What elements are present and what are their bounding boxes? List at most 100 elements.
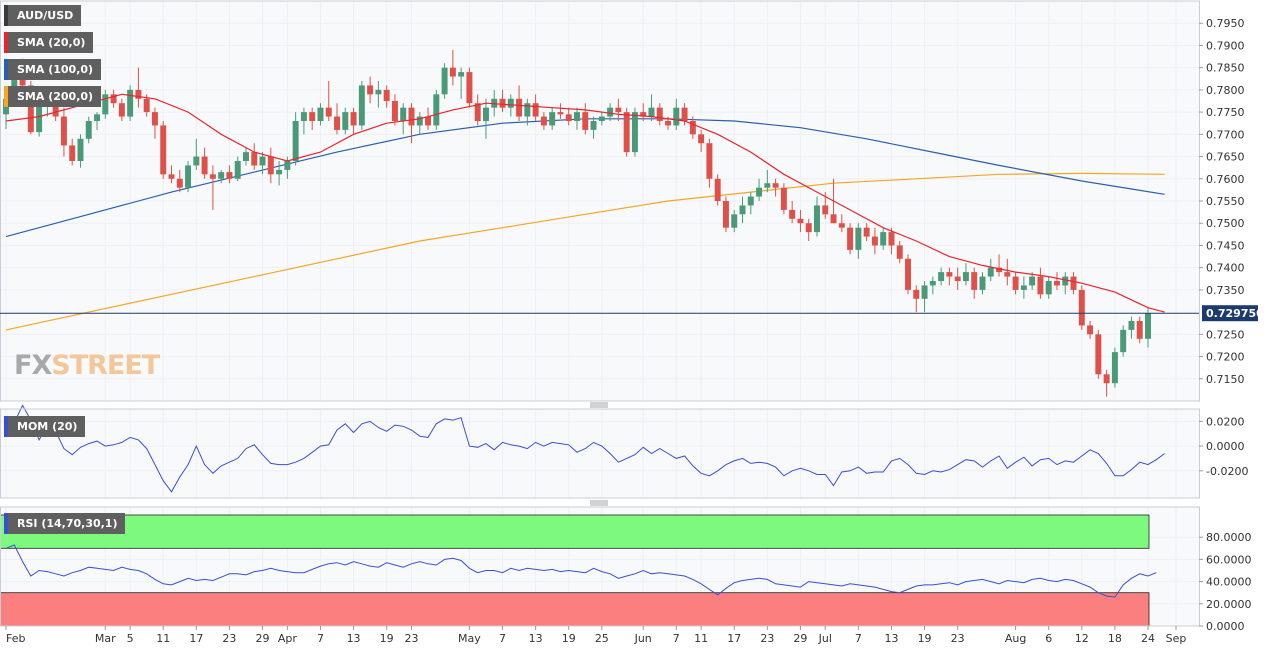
candle-body: [971, 272, 978, 290]
x-axis-labels: Feb Mar 5 11 17 23 29 Apr 7 13 19 23 May 7 13 19 25 Jun 7 1…: [5, 626, 1186, 645]
candle-body: [557, 112, 564, 115]
candle-body: [855, 227, 862, 250]
logo-part-street: STREET: [51, 350, 160, 381]
candle-body: [425, 116, 432, 126]
legend-label: SMA (20,0): [17, 36, 86, 49]
candle-body: [102, 94, 109, 115]
sma-20-series: [5, 93, 1165, 313]
x-tick-label: 17: [189, 632, 203, 645]
candle-body: [938, 272, 945, 281]
candle-body: [888, 232, 895, 246]
candle-body: [590, 121, 597, 130]
legend-sma-100[interactable]: SMA (100,0): [4, 59, 102, 80]
x-tick-label: Mar: [95, 632, 116, 645]
x-tick-label: 19: [380, 632, 394, 645]
candle-body: [416, 116, 423, 126]
candle-body: [623, 112, 630, 153]
price-y-tick-label: 0.7400: [1206, 262, 1245, 275]
candle-body: [913, 289, 920, 299]
legend-mom[interactable]: MOM (20): [4, 416, 86, 437]
legend-swatch-icon: [4, 59, 8, 80]
candle-body: [383, 89, 390, 101]
candle-body: [243, 152, 249, 161]
panel-resize-handles[interactable]: [590, 402, 608, 506]
candle-body: [532, 103, 539, 117]
candle-body: [143, 98, 150, 113]
candle-body: [739, 205, 746, 215]
legend-swatch-icon: [4, 416, 8, 437]
candle-body: [334, 116, 340, 130]
price-y-tick-label: 0.7200: [1206, 351, 1245, 364]
candle-body: [507, 98, 514, 108]
candle-body: [1145, 313, 1151, 339]
candle-body: [905, 258, 911, 290]
candle-body: [689, 121, 696, 135]
y-axis-labels: 0.7950 0.7900 0.7850 0.7800 0.7750 0.7700 0.76…: [1199, 17, 1252, 633]
rsi-y-tick-label: 60.0000: [1206, 553, 1252, 566]
candle-body: [251, 152, 258, 166]
candle-body: [201, 156, 208, 175]
candle-body: [698, 134, 705, 144]
rsi-panel-frame: [0, 506, 1200, 627]
candle-body: [789, 209, 796, 219]
candle-body: [69, 145, 76, 161]
x-tick-label: 7: [317, 632, 324, 645]
x-tick-label: 7: [855, 632, 862, 645]
candle-body: [135, 89, 142, 99]
candle-body: [574, 112, 580, 121]
x-tick-label: 19: [918, 632, 932, 645]
price-y-tick-label: 0.7850: [1206, 62, 1245, 75]
legend-swatch-icon: [4, 32, 8, 53]
candle-body: [979, 276, 986, 290]
candle-body: [1095, 334, 1102, 375]
mom-y-tick-label: 0.0000: [1206, 440, 1245, 453]
price-y-tick-label: 0.7650: [1206, 151, 1245, 164]
candle-body: [673, 107, 680, 126]
price-y-tick-label: 0.7900: [1206, 39, 1245, 52]
price-y-tick-label: 0.7600: [1206, 173, 1245, 186]
legend-sma-200[interactable]: SMA (200,0): [4, 86, 102, 107]
candle-body: [896, 245, 903, 259]
x-tick-label: 19: [562, 632, 576, 645]
candle-body: [582, 112, 589, 130]
candle-body: [814, 205, 820, 233]
legend-aud-usd[interactable]: AUD/USD: [4, 5, 82, 26]
price-y-tick-label: 0.7950: [1206, 17, 1245, 30]
candle-body: [325, 107, 332, 117]
candle-body: [996, 267, 1003, 273]
x-tick-label: May: [458, 632, 481, 645]
candle-body: [631, 112, 638, 153]
candle-body: [731, 214, 738, 228]
candle-body: [292, 121, 299, 161]
candle-body: [847, 227, 854, 250]
x-tick-label: 29: [793, 632, 807, 645]
legend-rsi[interactable]: RSI (14,70,30,1): [4, 513, 126, 534]
candle-body: [524, 103, 531, 117]
candle-body: [499, 98, 506, 108]
candle-body: [929, 281, 936, 286]
x-tick-label: 23: [222, 632, 236, 645]
candle-body: [218, 172, 225, 179]
x-tick-label: 12: [1075, 632, 1089, 645]
candle-body: [458, 72, 465, 77]
x-tick-label: 6: [1045, 632, 1052, 645]
candle-body: [549, 112, 556, 126]
candle-body: [441, 67, 448, 95]
candle-body: [598, 116, 605, 121]
candle-body: [797, 218, 804, 224]
x-tick-label: 18: [1108, 632, 1122, 645]
candle-body: [1078, 289, 1085, 326]
x-tick-label: 7: [673, 632, 680, 645]
legend-sma-20[interactable]: SMA (20,0): [4, 32, 94, 53]
candle-body: [615, 107, 622, 113]
x-tick-label: 13: [347, 632, 361, 645]
x-tick-label: Jun: [634, 632, 652, 645]
legend-label: AUD/USD: [17, 9, 74, 22]
candle-body: [110, 94, 117, 104]
mom-y-tick-label: -0.0200: [1206, 465, 1248, 478]
x-tick-label: Feb: [6, 632, 25, 645]
candle-body: [60, 116, 67, 146]
candle-body: [375, 89, 382, 95]
sma-20-line: [5, 93, 1165, 313]
price-y-tick-label: 0.7500: [1206, 217, 1245, 230]
